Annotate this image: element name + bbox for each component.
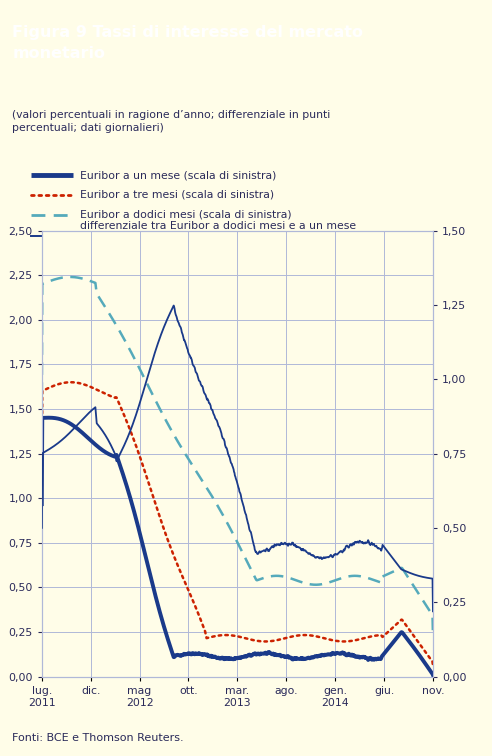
Text: differenziale tra Euribor a dodici mesi e a un mese
(scala di destra): differenziale tra Euribor a dodici mesi … <box>80 222 356 245</box>
Text: Fonti: BCE e Thomson Reuters.: Fonti: BCE e Thomson Reuters. <box>12 733 184 743</box>
Text: Figura 9 Tassi di interesse del mercato
monetario: Figura 9 Tassi di interesse del mercato … <box>12 25 363 61</box>
Text: (valori percentuali in ragione d’anno; differenziale in punti
percentuali; dati : (valori percentuali in ragione d’anno; d… <box>12 110 331 133</box>
Text: Euribor a tre mesi (scala di sinistra): Euribor a tre mesi (scala di sinistra) <box>80 190 274 200</box>
Text: Euribor a dodici mesi (scala di sinistra): Euribor a dodici mesi (scala di sinistra… <box>80 209 291 220</box>
Text: Euribor a un mese (scala di sinistra): Euribor a un mese (scala di sinistra) <box>80 170 276 180</box>
